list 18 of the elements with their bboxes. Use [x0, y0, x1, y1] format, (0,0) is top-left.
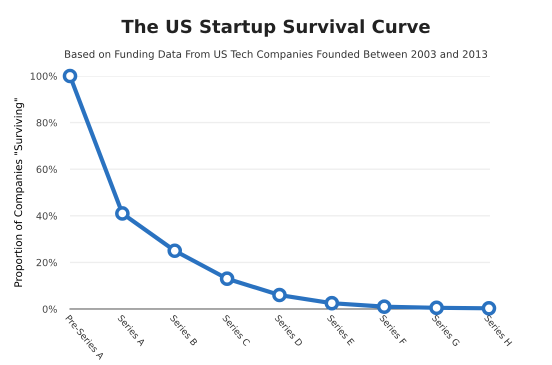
y-tick-label: 0%: [42, 305, 57, 313]
point: [62, 68, 78, 84]
y-tick-label: 40%: [36, 212, 57, 220]
y-tick-label: 100%: [30, 72, 57, 80]
y-tick-label: 60%: [36, 166, 57, 174]
point: [482, 301, 496, 316]
y-tick-label: 20%: [36, 258, 57, 266]
point: [272, 288, 287, 302]
y-tick-label: 80%: [36, 119, 57, 126]
point: [324, 296, 340, 310]
point: [115, 206, 130, 221]
point: [167, 243, 182, 258]
point: [429, 300, 444, 316]
point: [220, 271, 234, 286]
point: [376, 299, 392, 314]
y-axis-title: Proportion of Companies "Surviving": [14, 98, 24, 287]
chart-title: The US Startup Survival Curve: [121, 19, 430, 37]
chart-subtitle: Based on Funding Data From US Tech Companies Founded Between 2003 and 2013: [65, 50, 488, 60]
